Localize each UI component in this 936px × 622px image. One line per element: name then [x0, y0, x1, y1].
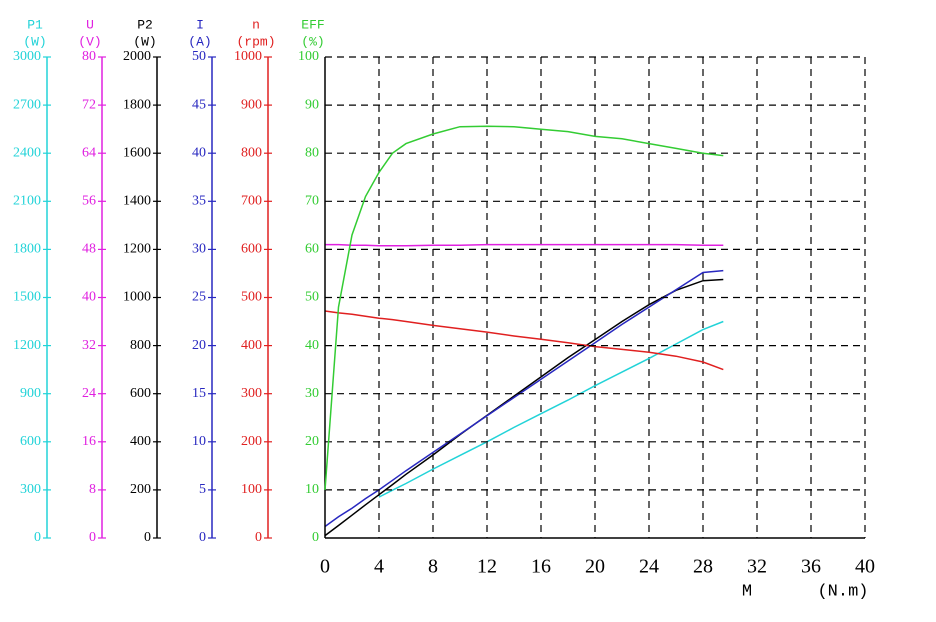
- x-tick-label: 16: [531, 556, 551, 578]
- y-tick-label: 30: [192, 242, 206, 257]
- curve: [378, 320, 724, 498]
- y-axis-name: n: [252, 17, 260, 32]
- x-axis-unit: (N.m): [817, 582, 868, 601]
- y-tick-label: 64: [82, 145, 96, 160]
- y-axis-unit: (W): [133, 34, 156, 49]
- y-tick-label: 1200: [13, 338, 41, 353]
- y-axis-unit: (V): [78, 34, 101, 49]
- y-tick-label: 35: [192, 194, 206, 209]
- curve: [324, 125, 724, 490]
- y-tick-label: 50: [305, 290, 319, 305]
- y-tick-label: 80: [82, 49, 96, 64]
- y-tick-label: 5: [199, 482, 206, 497]
- y-tick-label: 20: [305, 434, 319, 449]
- curve: [325, 243, 724, 247]
- y-tick-label: 1800: [13, 242, 41, 257]
- y-tick-label: 45: [192, 97, 206, 112]
- y-tick-label: 300: [20, 482, 41, 497]
- y-tick-label: 900: [20, 386, 41, 401]
- y-tick-label: 1600: [123, 145, 151, 160]
- x-tick-label: 8: [428, 556, 438, 578]
- y-tick-label: 40: [305, 338, 319, 353]
- y-axis-name: P2: [137, 17, 153, 32]
- x-axis-label: M: [742, 582, 752, 601]
- y-axis-name: U: [86, 17, 94, 32]
- x-tick-label: 20: [585, 556, 605, 578]
- y-axis-unit: (rpm): [236, 34, 275, 49]
- y-tick-label: 1200: [123, 242, 151, 257]
- y-tick-label: 0: [89, 530, 96, 545]
- y-axis-unit: (%): [301, 34, 324, 49]
- y-tick-label: 300: [241, 386, 262, 401]
- y-tick-label: 800: [130, 338, 151, 353]
- y-tick-label: 0: [312, 530, 319, 545]
- y-tick-label: 15: [192, 386, 206, 401]
- y-tick-label: 24: [82, 386, 96, 401]
- y-tick-label: 700: [241, 194, 262, 209]
- y-tick-label: 10: [305, 482, 319, 497]
- y-tick-label: 3000: [13, 49, 41, 64]
- y-tick-label: 16: [82, 434, 96, 449]
- y-tick-label: 200: [130, 482, 151, 497]
- y-tick-label: 600: [20, 434, 41, 449]
- y-axis-unit: (W): [23, 34, 46, 49]
- y-tick-label: 30: [305, 386, 319, 401]
- y-tick-label: 400: [241, 338, 262, 353]
- y-tick-label: 2100: [13, 194, 41, 209]
- y-tick-label: 0: [255, 530, 262, 545]
- y-axis-name: EFF: [301, 17, 324, 32]
- y-tick-label: 1000: [234, 49, 262, 64]
- y-tick-label: 8: [89, 482, 96, 497]
- y-tick-label: 0: [34, 530, 41, 545]
- y-tick-label: 32: [82, 338, 96, 353]
- y-tick-label: 400: [130, 434, 151, 449]
- x-tick-label: 12: [477, 556, 497, 578]
- y-tick-label: 90: [305, 97, 319, 112]
- y-tick-label: 25: [192, 290, 206, 305]
- y-tick-label: 0: [199, 530, 206, 545]
- x-tick-label: 36: [801, 556, 821, 578]
- y-tick-label: 100: [298, 49, 319, 64]
- y-tick-label: 10: [192, 434, 206, 449]
- y-tick-label: 70: [305, 194, 319, 209]
- curve: [324, 278, 724, 537]
- x-tick-label: 0: [320, 556, 330, 578]
- y-tick-label: 20: [192, 338, 206, 353]
- y-tick-label: 800: [241, 145, 262, 160]
- y-tick-label: 1000: [123, 290, 151, 305]
- x-tick-label: 40: [855, 556, 875, 578]
- x-tick-label: 32: [747, 556, 767, 578]
- y-tick-label: 80: [305, 145, 319, 160]
- y-tick-label: 1800: [123, 97, 151, 112]
- y-tick-label: 48: [82, 242, 96, 257]
- y-axis-unit: (A): [188, 34, 211, 49]
- x-tick-label: 24: [639, 556, 659, 578]
- y-tick-label: 1400: [123, 194, 151, 209]
- y-tick-label: 500: [241, 290, 262, 305]
- y-tick-label: 100: [241, 482, 262, 497]
- y-axis-name: P1: [27, 17, 43, 32]
- y-tick-label: 900: [241, 97, 262, 112]
- y-tick-label: 2700: [13, 97, 41, 112]
- y-tick-label: 2000: [123, 49, 151, 64]
- y-tick-label: 1500: [13, 290, 41, 305]
- y-tick-label: 600: [241, 242, 262, 257]
- x-tick-label: 4: [374, 556, 384, 578]
- x-tick-label: 28: [693, 556, 713, 578]
- y-tick-label: 0: [144, 530, 151, 545]
- y-tick-label: 60: [305, 242, 319, 257]
- curve: [324, 310, 724, 371]
- y-axis-name: I: [196, 17, 204, 32]
- y-tick-label: 600: [130, 386, 151, 401]
- y-tick-label: 200: [241, 434, 262, 449]
- y-tick-label: 40: [82, 290, 96, 305]
- y-tick-label: 50: [192, 49, 206, 64]
- y-tick-label: 56: [82, 194, 96, 209]
- y-tick-label: 2400: [13, 145, 41, 160]
- y-tick-label: 72: [82, 97, 96, 112]
- y-tick-label: 40: [192, 145, 206, 160]
- curve: [324, 269, 724, 528]
